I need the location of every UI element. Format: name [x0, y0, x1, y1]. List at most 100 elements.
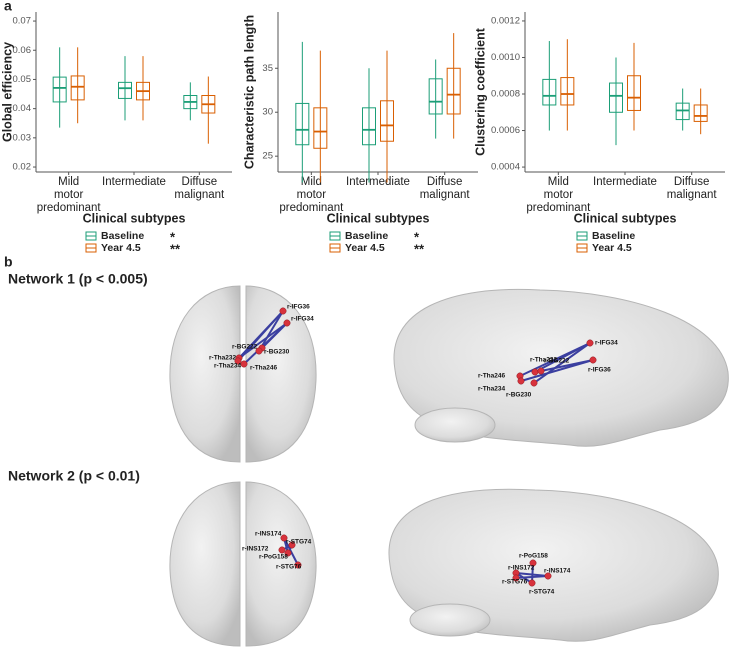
y-tick-label: 0.0008 — [491, 89, 520, 100]
network-edge — [238, 322, 288, 359]
network-edge — [534, 342, 591, 373]
x-tick-label-box: Intermediate — [593, 176, 657, 188]
box — [428, 78, 443, 115]
node-label: r-IFG34 — [291, 316, 314, 323]
node-label: r-Tha246 — [250, 365, 277, 372]
network-title: Network 2 (p < 0.01) — [8, 468, 140, 484]
x-tick-label: Intermediate — [102, 176, 166, 188]
network-node — [278, 546, 286, 554]
node-label: r-Tha232 — [530, 357, 557, 364]
node-label: r-STG76 — [502, 579, 528, 586]
node-label: r-BG222 — [544, 358, 570, 365]
network-node — [284, 549, 292, 557]
network-edge — [533, 342, 591, 384]
y-tick-label: 0.0006 — [491, 125, 520, 136]
box — [627, 75, 641, 111]
y-axis-label: Characteristic path length — [242, 15, 256, 169]
network-node — [528, 579, 536, 587]
node-label: r-Tha234 — [214, 363, 241, 370]
legend-label: Baseline — [101, 230, 144, 242]
x-tick-label: Diffuse malignant — [174, 176, 225, 201]
y-tick-label: 0.05 — [13, 74, 32, 85]
y-tick-label: 0.04 — [13, 103, 32, 114]
y-axis-label: Clustering coefficient — [473, 27, 487, 156]
box — [675, 102, 690, 121]
x-tick-label-box: Diffuse malignant — [666, 176, 717, 201]
brain-top-2 — [169, 481, 317, 647]
legend-label: Baseline — [592, 230, 635, 242]
node-label: r-BG230 — [506, 392, 532, 399]
network-node — [512, 574, 520, 582]
y-tick-label: 0.0012 — [491, 15, 520, 26]
x-tick-label-box: Diffuse malignant — [419, 176, 470, 201]
network-node — [531, 368, 539, 376]
network-node — [288, 541, 296, 549]
box — [609, 82, 623, 113]
node-label: r-STG74 — [286, 539, 312, 546]
box — [560, 77, 575, 106]
x-tick-label-box: Mild motor predominant — [36, 176, 101, 214]
y-tick-label: 0.03 — [13, 132, 32, 143]
node-label: r-Tha246 — [478, 373, 505, 380]
box — [118, 81, 132, 99]
node-label: r-PoG158 — [519, 553, 548, 560]
network-title: Network 1 (p < 0.005) — [8, 271, 148, 287]
legend-label: Year 4.5 — [592, 242, 632, 254]
network-node — [255, 347, 263, 355]
y-axis-label: Global efficiency — [0, 42, 14, 142]
x-tick-label-box: Intermediate — [346, 176, 410, 188]
brain-top-1 — [169, 285, 317, 463]
y-tick-label: 0.0004 — [491, 162, 520, 173]
network-node — [589, 356, 597, 364]
legend-significance: ** — [414, 241, 425, 256]
panel-label: a — [4, 0, 12, 14]
x-tick-label: Intermediate — [346, 176, 410, 188]
x-tick-label: Mild motor predominant — [526, 176, 591, 214]
x-tick-label: Mild motor predominant — [279, 176, 344, 214]
network-edge — [540, 359, 594, 372]
node-label: r-PoG158 — [259, 554, 288, 561]
y-tick-label: 25 — [262, 151, 273, 162]
network-node — [279, 307, 287, 315]
x-axis-label: Clinical subtypes — [327, 211, 430, 225]
x-tick-label-box: Diffuse malignant — [174, 176, 225, 201]
node-label: r-IFG36 — [287, 304, 310, 311]
node-label: r-INS172 — [508, 565, 535, 572]
node-label: r-Tha234 — [478, 386, 505, 393]
box — [52, 76, 67, 103]
y-tick-label: 35 — [262, 63, 273, 74]
node-label: r-IFG36 — [588, 367, 611, 374]
network-node — [240, 360, 248, 368]
network-node — [280, 534, 288, 542]
x-tick-label: Intermediate — [593, 176, 657, 188]
network-node — [537, 367, 545, 375]
node-label: r-Tha232 — [209, 355, 236, 362]
brain-side-1 — [393, 288, 729, 447]
node-label: r-INS174 — [544, 568, 571, 575]
node-label: r-STG76 — [276, 564, 302, 571]
box — [295, 102, 310, 146]
node-label: r-INS172 — [242, 546, 269, 553]
legend-significance: ** — [170, 241, 181, 256]
x-tick-label-box: Mild motor predominant — [279, 176, 344, 214]
x-axis-label: Clinical subtypes — [574, 211, 677, 225]
network-edge — [515, 575, 549, 579]
node-label: r-BG222 — [232, 344, 258, 351]
panel-label: b — [4, 254, 13, 270]
x-tick-label: Diffuse malignant — [666, 176, 717, 201]
x-tick-label-box: Intermediate — [102, 176, 166, 188]
network-node — [530, 379, 538, 387]
box — [70, 75, 85, 101]
brain-side-2 — [388, 488, 719, 642]
legend-label: Baseline — [345, 230, 388, 242]
node-label: r-STG74 — [529, 589, 555, 596]
x-tick-label: Mild motor predominant — [36, 176, 101, 214]
network-node — [283, 319, 291, 327]
legend-significance: * — [414, 229, 420, 244]
network-edge — [258, 310, 284, 352]
network-node — [586, 339, 594, 347]
box — [313, 107, 328, 149]
node-label: r-INS174 — [255, 531, 282, 538]
x-tick-label: Diffuse malignant — [419, 176, 470, 201]
network-node — [234, 357, 242, 365]
